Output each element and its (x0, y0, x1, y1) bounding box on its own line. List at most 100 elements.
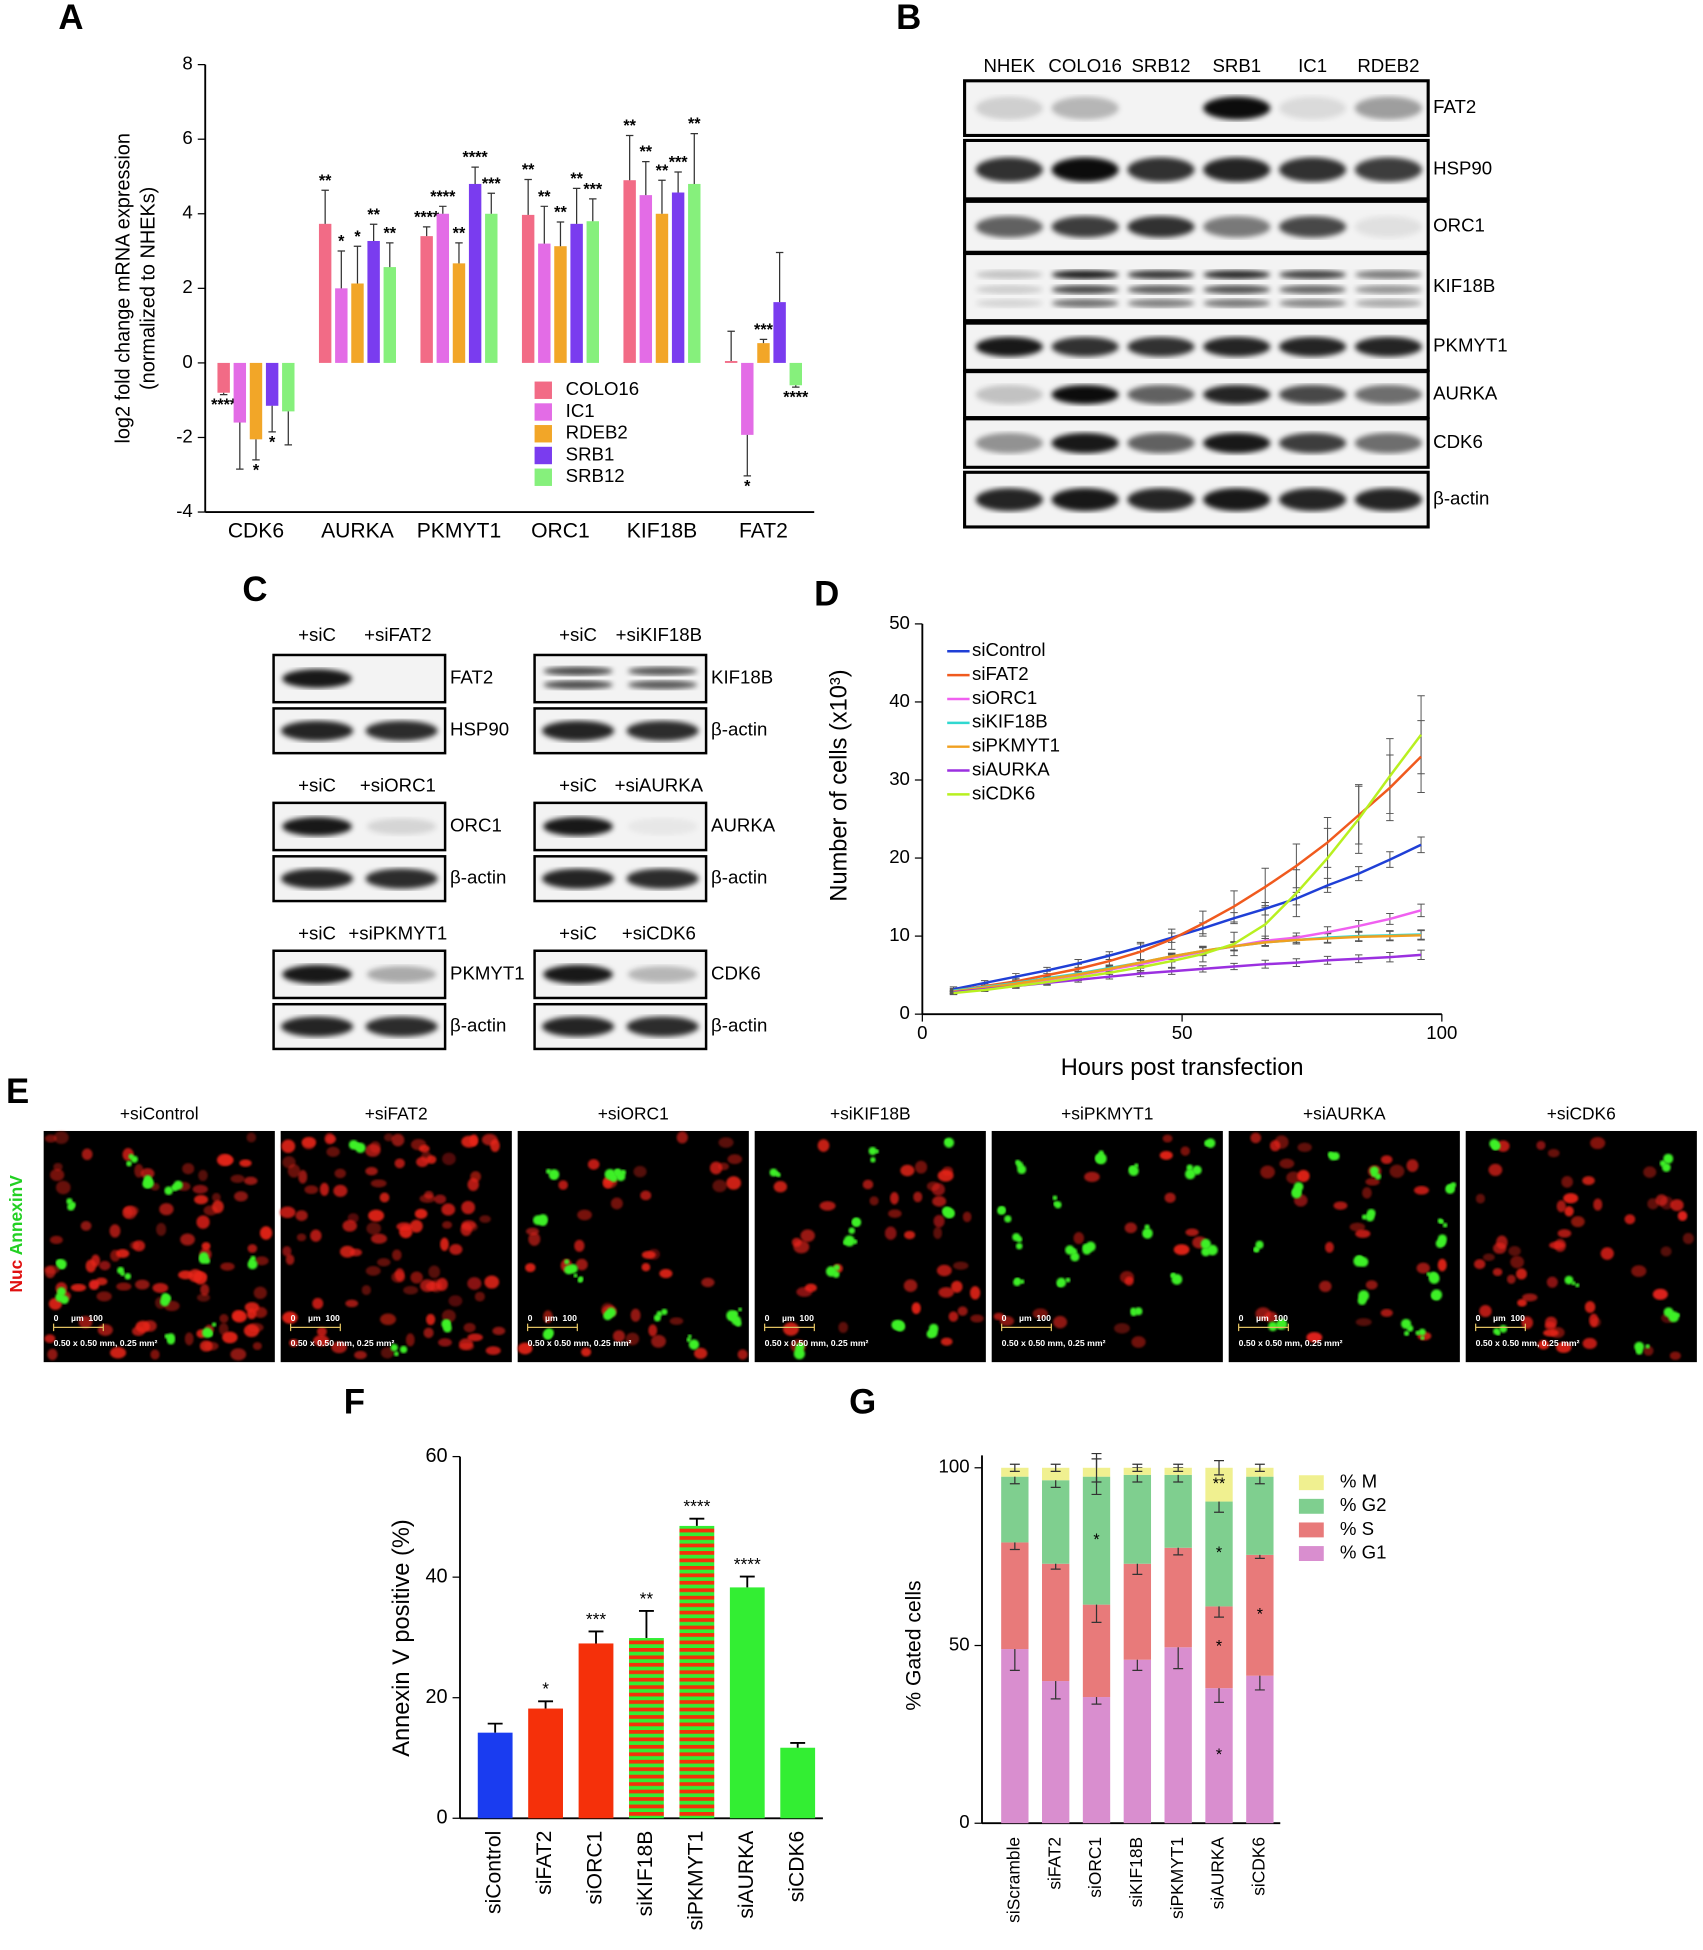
lane-label: +siC (298, 624, 336, 645)
nucleus (800, 1229, 815, 1242)
apoptotic-cell (1128, 1165, 1139, 1176)
nucleus (1159, 1150, 1173, 1160)
nucleus (1274, 1135, 1289, 1149)
bar (436, 213, 450, 363)
bar-segment (1164, 1474, 1192, 1548)
nucleus (1185, 1228, 1199, 1237)
significance: ** (656, 162, 669, 180)
apoptotic-cell (161, 1293, 170, 1302)
bar (655, 213, 669, 363)
nucleus (416, 1156, 429, 1168)
apoptotic-cell (66, 1198, 73, 1205)
x-tick-label: siCDK6 (1248, 1837, 1268, 1896)
x-tick-label: PKMYT1 (417, 520, 501, 543)
nucleus (933, 1226, 943, 1240)
error-bar (1132, 1463, 1143, 1472)
apoptotic-cell (173, 1180, 183, 1190)
legend-label: siCDK6 (972, 782, 1035, 803)
apoptotic-cell (793, 1348, 805, 1360)
apoptotic-cell (1016, 1161, 1024, 1169)
nucleus (1545, 1316, 1558, 1328)
bar (671, 192, 685, 363)
row-label: PKMYT1 (1433, 335, 1508, 356)
nucleus (302, 1137, 316, 1150)
apoptotic-cell (1019, 1279, 1025, 1285)
bar (477, 1732, 513, 1819)
y-tick-label: -4 (176, 500, 193, 521)
blot-band (1203, 270, 1271, 280)
blot-band (1203, 384, 1271, 405)
y-tick-label: 0 (182, 351, 192, 372)
nucleus (1479, 1304, 1492, 1318)
significance: * (1216, 1638, 1223, 1656)
legend-label: siControl (972, 639, 1045, 660)
blot-band (542, 720, 615, 741)
nucleus (1365, 1178, 1380, 1186)
apoptotic-cell (166, 1336, 175, 1345)
legend-label: siORC1 (972, 687, 1037, 708)
x-tick-label: siKIF18B (634, 1831, 657, 1917)
error-bar (589, 198, 597, 222)
nucleus (1413, 1185, 1430, 1195)
nucleus (222, 1331, 238, 1344)
nucleus (279, 1206, 296, 1219)
apoptotic-cell (1057, 1281, 1063, 1287)
nucleus (331, 1341, 347, 1354)
nucleus (140, 1168, 155, 1179)
blot-band (366, 966, 437, 983)
nucleus (392, 1249, 402, 1261)
scale-label: 100 (562, 1313, 577, 1323)
bar (468, 183, 482, 363)
nucleus (312, 1297, 324, 1310)
row-label: AURKA (1433, 383, 1498, 404)
nucleus (1584, 1301, 1596, 1313)
apoptotic-cell (1331, 1152, 1340, 1161)
nucleus (218, 1322, 229, 1336)
error-bar (369, 223, 378, 241)
nucleus (1556, 1200, 1566, 1213)
nucleus (295, 1210, 308, 1221)
nucleus (1670, 1199, 1684, 1212)
apoptotic-cell (443, 1320, 451, 1327)
nucleus (253, 1286, 267, 1300)
nucleus (884, 1226, 897, 1240)
nucleus (442, 1221, 453, 1229)
blot-band (975, 285, 1043, 294)
blot-band (627, 666, 698, 676)
blot-band (1127, 285, 1195, 294)
error-bar (386, 242, 394, 268)
nucleus (467, 1277, 482, 1290)
blot-band (1203, 157, 1271, 182)
nucleus (49, 1168, 65, 1182)
apoptotic-cell (868, 1146, 877, 1156)
blot-band (1127, 157, 1195, 182)
nucleus (211, 1192, 221, 1202)
legend-label: SRB12 (566, 465, 625, 486)
nucleus (44, 1134, 57, 1143)
x-tick-label: AURKA (321, 520, 395, 543)
apoptotic-cell (1499, 1324, 1508, 1333)
nucleus (1624, 1214, 1636, 1225)
apoptotic-cell (564, 1259, 570, 1265)
apoptotic-cell (843, 1235, 855, 1247)
x-tick-label: siPKMYT1 (1167, 1837, 1187, 1919)
nucleus (577, 1209, 592, 1221)
nucleus (676, 1131, 688, 1144)
bar (741, 362, 754, 435)
line (953, 843, 1422, 991)
apoptotic-cell (1144, 1224, 1150, 1230)
scale-label: 0.50 x 0.50 mm, 0.25 mm² (54, 1338, 158, 1348)
nucleus (159, 1203, 174, 1216)
apoptotic-cell (656, 1310, 663, 1317)
apoptotic-cell (1435, 1239, 1445, 1248)
apoptotic-cell (852, 1239, 858, 1245)
lane-label: +siC (298, 775, 336, 796)
apoptotic-cell (870, 1157, 876, 1163)
nucleus (612, 1330, 626, 1343)
apoptotic-cell (545, 1168, 552, 1174)
nucleus (525, 1263, 536, 1273)
apoptotic-cell (874, 1149, 879, 1154)
nucleus (953, 1261, 969, 1270)
bar (485, 213, 498, 363)
significance: * (269, 433, 276, 451)
